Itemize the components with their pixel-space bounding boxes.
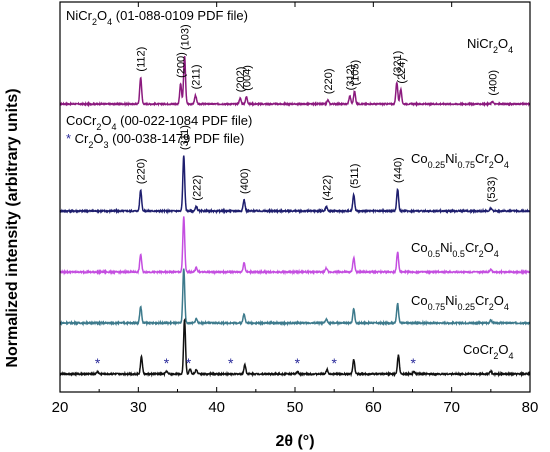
x-tick-label: 70 bbox=[443, 399, 460, 416]
x-tick-label: 50 bbox=[287, 399, 304, 416]
series-line bbox=[59, 55, 531, 108]
series-line bbox=[59, 268, 531, 327]
series-line bbox=[59, 216, 531, 276]
hkl-label: (400) bbox=[239, 168, 251, 194]
cr2o3-star: * bbox=[164, 355, 170, 371]
hkl-label: (004) bbox=[241, 65, 253, 91]
hkl-label: (224) bbox=[396, 58, 408, 84]
hkl-labels: (112) (200) (103) (211) (202)(004) (220) (312)… bbox=[136, 24, 500, 202]
series-labels: NiCr2O4 Co0.25Ni0.75Cr2O4 Co0.5Ni0.5Cr2O4 C… bbox=[66, 8, 514, 361]
hkl-label: (511) bbox=[349, 164, 361, 189]
x-tick-label: 80 bbox=[522, 399, 539, 416]
hkl-label: (200) bbox=[176, 52, 188, 78]
hkl-label: (220) bbox=[323, 68, 335, 94]
x-tick-label: 30 bbox=[130, 399, 147, 416]
hkl-label: (103) bbox=[180, 24, 192, 50]
hkl-label: (422) bbox=[321, 175, 333, 201]
hkl-label: (112) bbox=[136, 47, 148, 72]
traces bbox=[59, 55, 531, 378]
hkl-label: (202) bbox=[235, 67, 247, 93]
x-tick-label: 20 bbox=[52, 399, 69, 416]
hkl-label: (211) bbox=[191, 64, 203, 89]
series-label: CoCr2O4 bbox=[463, 342, 514, 361]
axes: 20 30 40 50 60 70 80 bbox=[52, 1, 539, 416]
series-line bbox=[59, 155, 531, 215]
cr2o3-star: * bbox=[331, 355, 337, 371]
hkl-label: (222) bbox=[191, 175, 203, 201]
reference-label: CoCr2O4 (00-022-1084 PDF file) bbox=[66, 113, 252, 132]
series-line bbox=[59, 317, 531, 378]
cr2o3-star: * bbox=[295, 355, 301, 371]
hkl-label: (220) bbox=[136, 158, 148, 184]
x-tick-label: 60 bbox=[365, 399, 382, 416]
plot-frame bbox=[59, 1, 531, 393]
cr2o3-star: * bbox=[95, 355, 101, 371]
hkl-label: (105) bbox=[350, 60, 362, 86]
series-label: Co0.5Ni0.5Cr2O4 bbox=[411, 240, 499, 259]
cr2o3-star: * bbox=[228, 355, 234, 371]
cr2o3-star: * bbox=[186, 355, 192, 371]
cr2o3-star: * bbox=[411, 355, 417, 371]
hkl-label: (321) bbox=[392, 51, 404, 77]
series-label: Co0.25Ni0.75Cr2O4 bbox=[411, 151, 509, 170]
x-axis-title: 2θ (°) bbox=[275, 433, 314, 450]
cr2o3-markers: * * * * * * * bbox=[95, 355, 417, 371]
series-label: NiCr2O4 bbox=[467, 36, 513, 55]
hkl-label: (400) bbox=[487, 70, 499, 96]
series-label: Co0.75Ni0.25Cr2O4 bbox=[411, 293, 509, 312]
hkl-label: (312) bbox=[345, 65, 357, 91]
reference-label: * Cr2O3 (00-038-1479 PDF file) bbox=[66, 131, 244, 150]
hkl-label: (440) bbox=[393, 157, 405, 183]
hkl-label: (533) bbox=[486, 177, 498, 203]
y-axis-title: Normalized intensity (arbitrary units) bbox=[4, 88, 21, 367]
reference-label: NiCr2O4 (01-088-0109 PDF file) bbox=[66, 8, 248, 27]
x-tick-label: 40 bbox=[208, 399, 225, 416]
hkl-label: (311) bbox=[179, 125, 191, 150]
